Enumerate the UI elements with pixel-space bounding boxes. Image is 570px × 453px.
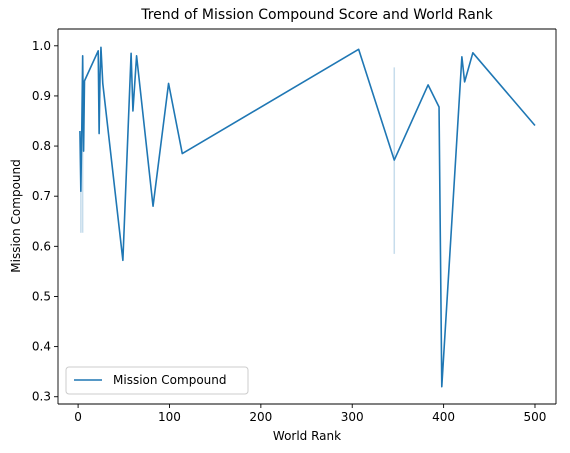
x-tick-label: 500 bbox=[524, 410, 547, 424]
x-axis-ticks: 0 100 200 300 400 500 bbox=[74, 404, 546, 424]
x-tick-label: 100 bbox=[158, 410, 181, 424]
legend-label: Mission Compound bbox=[113, 373, 226, 387]
chart-title: Trend of Mission Compound Score and Worl… bbox=[140, 7, 493, 23]
y-tick-label: 0.3 bbox=[32, 390, 51, 404]
series-layer bbox=[79, 46, 536, 388]
x-tick-label: 300 bbox=[341, 410, 364, 424]
y-tick-label: 0.5 bbox=[32, 289, 51, 303]
series-line-0 bbox=[79, 46, 536, 388]
y-axis-ticks: 0.3 0.4 0.5 0.6 0.7 0.8 0.9 1.0 bbox=[32, 39, 58, 404]
y-axis-label: Mission Compound bbox=[9, 159, 23, 272]
x-tick-label: 200 bbox=[249, 410, 272, 424]
y-tick-label: 1.0 bbox=[32, 39, 51, 53]
y-tick-label: 0.7 bbox=[32, 189, 51, 203]
legend-box bbox=[65, 366, 249, 395]
x-tick-label: 400 bbox=[432, 410, 455, 424]
legend: Mission Compound bbox=[65, 366, 249, 395]
x-tick-label: 0 bbox=[74, 410, 82, 424]
axes bbox=[57, 28, 557, 405]
y-tick-label: 0.8 bbox=[32, 139, 51, 153]
y-tick-label: 0.4 bbox=[32, 340, 51, 354]
y-tick-label: 0.9 bbox=[32, 89, 51, 103]
y-tick-label: 0.6 bbox=[32, 239, 51, 253]
x-axis-label: World Rank bbox=[273, 429, 341, 443]
